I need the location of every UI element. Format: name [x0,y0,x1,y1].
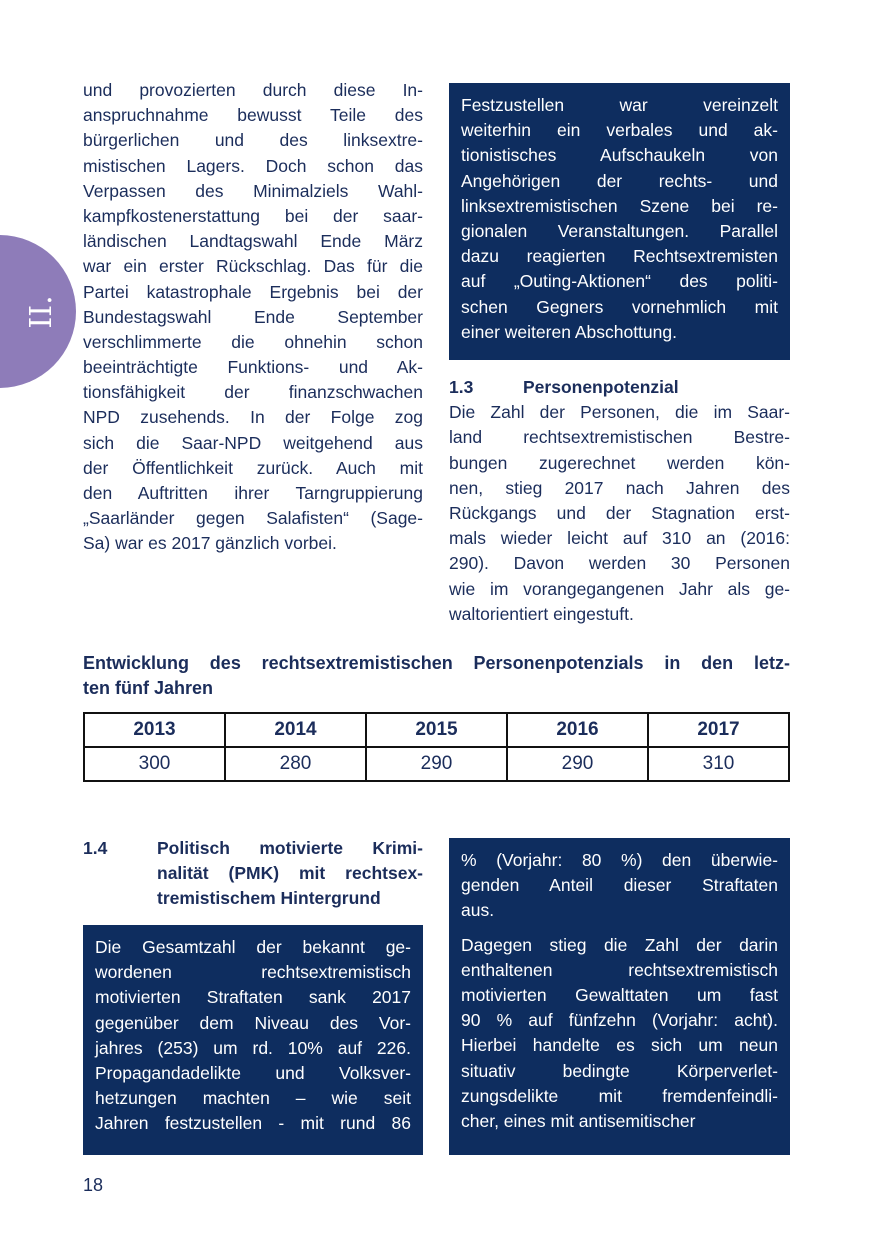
table-cell: 300 [83,746,226,782]
text-line: Angehörigen der rechts- und [461,170,778,191]
text-line: motivierten Straftaten sank 2017 [95,987,411,1008]
text-line: 290). Davon werden 30 Personen [449,553,790,574]
section-heading: 1.3 Personenpotenzial [449,377,679,397]
text-line: und provozierten durch diese In- [83,80,423,100]
text-line: wordenen rechtsextremistisch [95,962,411,983]
text-line: Hierbei handelte es sich um neun [461,1035,778,1056]
text-line: anspruchnahme bewusst Teile des [83,105,423,126]
text-line: Rückgangs und der Stagnation erst- [449,502,790,523]
text-line: tremistischem Hintergrund [157,888,381,909]
highlight-box-bottom-left: Die Gesamtzahl der bekannt ge-wordenen r… [83,925,423,1155]
text-line: der Öffentlichkeit zurück. Auch mit [83,457,423,478]
text-line: mistischen Lagers. Doch schon das [83,155,423,176]
text-line: sich die Saar-NPD weitgehend aus [83,432,423,453]
text-line: schen Gegners vornehmlich mit [461,296,778,317]
text-line: hetzungen machten – wie seit [95,1088,411,1109]
text-line: NPD zusehends. In der Folge zog [83,407,423,428]
table-header-cell: 2017 [647,712,790,748]
table-header-cell: 2014 [224,712,367,748]
chapter-label: II. [23,294,59,329]
chapter-tab: II. [0,235,76,388]
text-line: % (Vorjahr: 80 %) den überwie- [461,850,778,870]
text-line: cher, eines mit antisemitischer [461,1110,696,1131]
text-line: jahres (253) um rd. 10% auf 226. [95,1037,411,1058]
text-line: bungen zugerechnet werden kön- [449,452,790,473]
text-line: verschlimmerte die ohnehin schon [83,331,423,352]
text-line: Propagandadelikte und Volksver- [95,1062,411,1083]
text-line: waltorientiert eingestuft. [449,603,634,624]
text-line: tionistisches Aufschaukeln von [461,145,778,166]
highlight-box-top: Festzustellen war vereinzelt weiterhin ei… [449,83,790,360]
text-line: gegenüber dem Niveau des Vor- [95,1012,411,1033]
table-header-cell: 2015 [365,712,508,748]
text-line: Politisch motivierte Krimi- [157,838,423,858]
text-line: zungsdelikte mit fremdenfeindli- [461,1085,778,1106]
text-line: ländischen Landtagswahl Ende März [83,231,423,252]
text-line: dazu reagierten Rechtsextremisten [461,246,778,267]
text-line: mals wieder leicht auf 310 an (2016: [449,528,790,549]
section-number: 1.4 [83,838,108,858]
text-line: auf „Outing-Aktionen“ des politi- [461,271,778,292]
text-line: den Auftritten ihrer Tarngruppierung [83,483,423,503]
text-line: linksextremistischen Szene bei re- [461,195,778,216]
table-cell: 310 [647,746,790,782]
caption-line: ten fünf Jahren [83,678,214,699]
text-line: motivierten Gewalttaten um fast [461,984,778,1005]
text-line: Die Gesamtzahl der bekannt ge- [95,937,411,957]
text-line: wie im vorangegangenen Jahr als ge- [449,578,790,599]
text-line: bürgerlichen und des linksextre- [83,130,423,151]
table-cell: 290 [365,746,508,782]
section-1-3: 1.3 Personenpotenzial Die Zahl der Person… [449,375,790,627]
table-cell: 280 [224,746,367,782]
page-number: 18 [83,1175,104,1195]
table-cell: 290 [506,746,649,782]
text-line: Bundestagswahl Ende September [83,306,423,327]
text-line: nen, stieg 2017 nach Jahren des [449,477,790,498]
text-line: Verpassen des Minimalziels Wahl- [83,180,423,201]
text-line: Sa) war es 2017 gänzlich vorbei. [83,533,337,554]
table-header-cell: 2013 [83,712,226,748]
text-line: 90 % auf fünfzehn (Vorjahr: acht). [461,1010,778,1031]
text-line: situativ bedingte Körperverlet- [461,1060,778,1081]
text-line: aus. [461,900,495,921]
table-caption: Entwicklung des rechtsextremistischen Pe… [83,651,790,701]
text-line: „Saarländer gegen Salafisten“ (Sage- [83,508,423,529]
text-line: Jahren festzustellen - mit rund 86 [95,1113,411,1134]
text-line: land rechtsextremistischen Bestre- [449,427,790,448]
text-line: Festzustellen war vereinzelt [461,95,778,115]
text-line: Die Zahl der Personen, die im Saar- [449,402,790,423]
left-column-text: und provozierten durch diese In-anspruch… [83,78,423,557]
text-line: einer weiteren Abschottung. [461,321,677,342]
text-line: weiterhin ein verbales und ak- [461,120,778,141]
table-header-cell: 2016 [506,712,649,748]
text-line: gionalen Veranstaltungen. Parallel [461,220,778,241]
caption-line: Entwicklung des rechtsextremistischen Pe… [83,653,790,673]
text-line: Dagegen stieg die Zahl der darin [461,934,778,955]
text-line: war ein erster Rückschlag. Das für die [83,256,423,277]
highlight-box-bottom-right: % (Vorjahr: 80 %) den überwie-genden Ant… [449,838,790,1155]
text-line: nalität (PMK) mit rechtsex- [157,863,423,884]
personenpotenzial-table: 2013 2014 2015 2016 2017 300 280 290 290 310 [83,712,790,782]
text-line: kampfkostenerstattung bei der saar- [83,205,423,226]
text-line: genden Anteil dieser Straftaten [461,875,778,896]
text-line: enthaltenen rechtsextremistisch [461,959,778,980]
text-line: beeinträchtigte Funktions- und Ak- [83,357,423,378]
text-line: tionsfähigkeit der finanzschwachen [83,382,423,403]
text-line: Partei katastrophale Ergebnis bei der [83,281,423,302]
